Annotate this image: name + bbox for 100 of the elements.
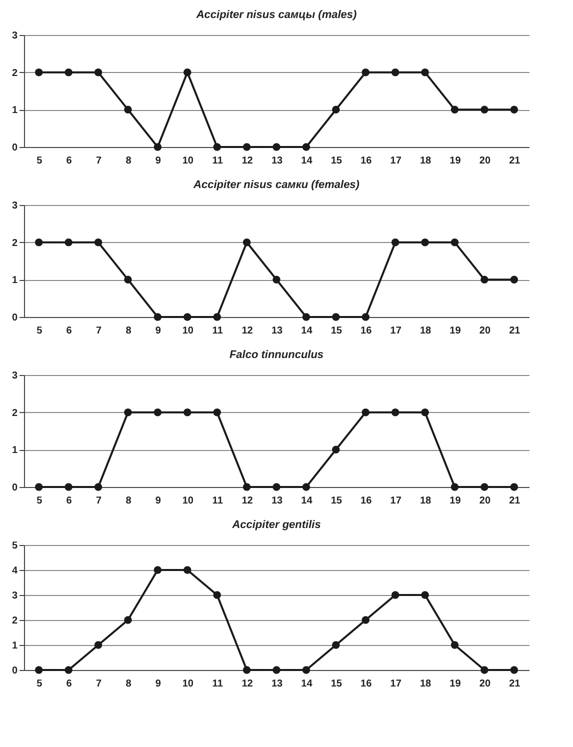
point	[94, 641, 102, 649]
x-tick-label: 9	[155, 496, 162, 506]
y-tick-label: 1	[12, 445, 18, 456]
point	[450, 106, 459, 114]
y-tick-label: 3	[12, 590, 18, 602]
point	[94, 68, 102, 76]
x-tick-label: 7	[96, 496, 102, 506]
x-tick-label: 15	[330, 156, 342, 166]
point	[391, 238, 400, 246]
x-tick-label: 21	[509, 326, 521, 336]
point	[184, 68, 192, 76]
chart-title: Accipiter nisus самки (females)	[192, 179, 360, 191]
x-tick-label: 17	[390, 326, 402, 336]
point	[94, 483, 102, 491]
x-tick-label: 10	[182, 156, 194, 166]
x-tick-label: 13	[271, 496, 283, 506]
x-tick-label: 18	[420, 496, 432, 506]
x-tick-label: 12	[242, 496, 254, 506]
point	[480, 106, 488, 114]
x-tick-label: 16	[360, 326, 372, 336]
point	[510, 666, 518, 674]
y-tick-label: 2	[12, 408, 18, 419]
x-tick-label: 11	[212, 326, 224, 336]
point	[94, 238, 102, 246]
x-tick-label: 16	[360, 496, 372, 506]
point	[213, 143, 221, 151]
point	[332, 641, 340, 649]
y-tick-label: 0	[12, 482, 18, 494]
point	[64, 483, 72, 491]
point	[154, 143, 162, 151]
x-tick-label: 21	[509, 156, 521, 166]
point	[510, 106, 518, 114]
x-tick-label: 17	[390, 156, 402, 166]
x-tick-label: 6	[66, 678, 72, 690]
y-tick-label: 2	[12, 68, 18, 79]
point	[480, 276, 488, 284]
point	[421, 68, 429, 76]
y-tick-label: 3	[12, 370, 18, 382]
y-tick-label: 1	[12, 275, 18, 286]
x-tick-label: 16	[360, 156, 372, 166]
point	[391, 408, 400, 416]
x-tick-label: 19	[450, 326, 462, 336]
x-tick-label: 15	[330, 326, 342, 336]
point	[242, 143, 251, 151]
x-tick-label: 5	[36, 326, 43, 336]
chart-title: Accipiter gentilis	[231, 519, 321, 531]
x-tick-label: 18	[420, 678, 432, 690]
x-tick-label: 13	[271, 678, 283, 690]
point	[480, 483, 488, 491]
point	[450, 641, 459, 649]
x-tick-label: 10	[182, 678, 194, 690]
point	[421, 238, 429, 246]
point	[302, 143, 310, 151]
x-tick-label: 6	[66, 156, 72, 166]
point	[34, 238, 43, 246]
point	[272, 483, 280, 491]
point	[272, 276, 280, 284]
x-tick-label: 16	[360, 678, 372, 690]
point	[421, 408, 429, 416]
point	[184, 408, 192, 416]
point	[213, 408, 221, 416]
chart-title: Falco tinnunculus	[229, 349, 324, 361]
point	[332, 313, 340, 321]
x-tick-label: 18	[420, 156, 432, 166]
y-tick-label: 0	[12, 666, 18, 676]
x-tick-label: 12	[242, 156, 254, 166]
x-tick-label: 20	[479, 678, 491, 690]
point	[34, 666, 43, 674]
x-tick-label: 13	[271, 156, 283, 166]
x-tick-label: 12	[242, 326, 254, 336]
x-tick-label: 7	[96, 326, 102, 336]
x-tick-label: 21	[509, 496, 521, 506]
point	[242, 666, 251, 674]
point	[124, 616, 132, 624]
point	[213, 591, 221, 599]
point	[124, 106, 132, 114]
x-tick-label: 14	[301, 156, 313, 166]
point	[34, 483, 43, 491]
point	[242, 238, 251, 246]
x-tick-label: 9	[155, 678, 162, 690]
x-tick-label: 6	[66, 496, 72, 506]
y-tick-label: 0	[12, 142, 18, 154]
x-tick-label: 12	[242, 678, 254, 690]
x-tick-label: 20	[479, 496, 491, 506]
point	[272, 666, 280, 674]
x-tick-label: 14	[301, 678, 313, 690]
x-tick-label: 14	[301, 496, 313, 506]
point	[510, 276, 518, 284]
x-tick-label: 15	[330, 678, 342, 690]
x-tick-label: 7	[96, 678, 102, 690]
point	[362, 68, 370, 76]
x-tick-label: 14	[301, 326, 313, 336]
x-tick-label: 8	[126, 678, 132, 690]
x-tick-label: 20	[479, 156, 491, 166]
y-tick-label: 3	[12, 30, 18, 42]
point	[34, 68, 43, 76]
point	[450, 483, 459, 491]
point	[391, 591, 400, 599]
chart-title: Accipiter nisus самцы (males)	[195, 9, 358, 21]
x-tick-label: 5	[36, 678, 43, 690]
